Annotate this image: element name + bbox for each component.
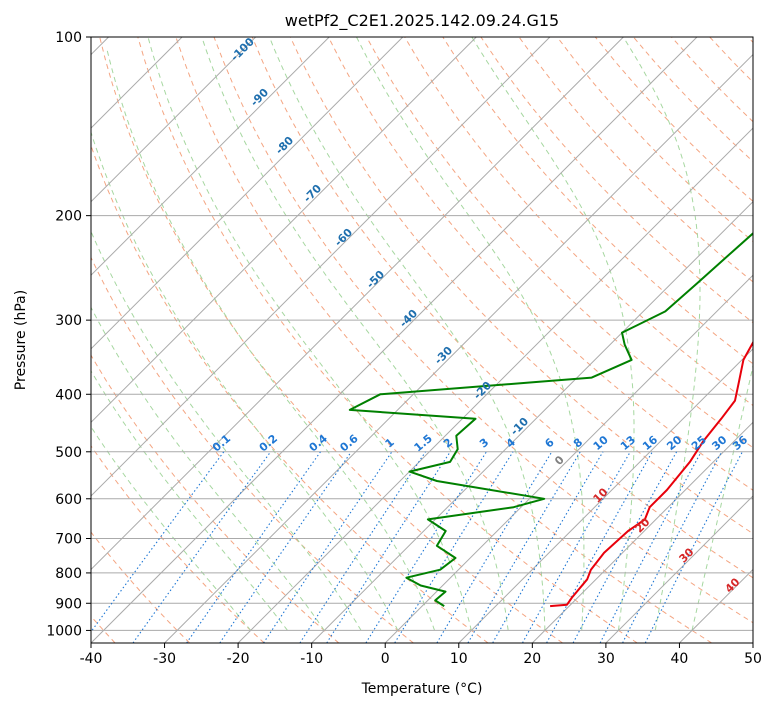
mixing-ratio-line (219, 451, 352, 643)
y-axis-title: Pressure (hPa) (13, 290, 29, 390)
isotherm (91, 37, 698, 643)
moist-adiabat (91, 306, 325, 631)
isotherm (164, 53, 753, 643)
moist-adiabat (622, 37, 701, 631)
isotherm (458, 348, 753, 643)
isotherm (384, 274, 753, 643)
moist-adiabat (471, 37, 635, 631)
dry-adiabat (91, 531, 190, 643)
x-tick-label: 40 (670, 651, 688, 667)
y-tick-label: 500 (55, 445, 82, 461)
y-tick-label: 300 (55, 313, 82, 329)
x-tick-label: -10 (300, 651, 323, 667)
moist-adiabat (106, 49, 436, 631)
mixing-ratio-line (572, 451, 678, 643)
x-tick-label: 30 (597, 651, 615, 667)
x-tick-label: -20 (227, 651, 250, 667)
moist-adiabat (91, 370, 288, 631)
dry-adiabat (91, 444, 265, 643)
x-tick-label: 0 (381, 651, 390, 667)
mixing-ratio-line (599, 451, 702, 643)
mixing-ratio-line (522, 451, 631, 643)
isotherm (91, 37, 551, 497)
x-tick-label: -40 (80, 651, 103, 667)
temperature-line (550, 340, 753, 608)
dry-adiabat (99, 37, 563, 643)
moist-adiabat (268, 37, 546, 631)
y-tick-label: 800 (55, 566, 82, 582)
background-lines (91, 37, 753, 643)
mixing-ratio-line (365, 451, 487, 643)
isotherm (91, 37, 330, 276)
isotherm (91, 37, 404, 350)
y-tick-label: 100 (55, 30, 82, 46)
isotherm (605, 495, 753, 643)
y-tick-label: 900 (55, 596, 82, 612)
isotherm (91, 37, 257, 203)
plot-frame (90, 36, 754, 644)
dry-adiabat (213, 37, 753, 624)
mixing-ratio-line (132, 451, 272, 643)
moist-adiabat (201, 37, 509, 631)
mixing-ratio-line (326, 451, 451, 643)
dry-adiabat (327, 37, 753, 491)
y-tick-label: 200 (55, 209, 82, 225)
isotherm (91, 37, 477, 424)
dry-adiabat (91, 354, 340, 643)
moist-adiabat (356, 37, 585, 631)
mixing-ratio-line (91, 451, 225, 633)
x-axis-title: Temperature (°C) (361, 681, 483, 697)
dewpoint-line (348, 232, 753, 607)
y-tick-label: 1000 (46, 623, 82, 639)
y-tick-label: 600 (55, 492, 82, 508)
moist-adiabat (91, 230, 362, 631)
mixing-ratio-line (186, 451, 321, 643)
y-axis-ticks: 100 200 300 400 500 600 700 800 900 1000 (46, 30, 91, 639)
moist-adiabat (91, 425, 252, 631)
x-tick-label: 50 (744, 651, 762, 667)
moist-adiabat (91, 130, 399, 631)
dry-adiabat (251, 37, 753, 579)
x-tick-label: -30 (153, 651, 176, 667)
x-tick-label: 10 (450, 651, 468, 667)
y-tick-label: 700 (55, 532, 82, 548)
isotherm (91, 37, 624, 571)
profile-series (348, 232, 753, 608)
x-tick-label: 20 (523, 651, 541, 667)
dry-adiabat (442, 37, 753, 365)
isotherm (531, 421, 753, 643)
mixing-ratio-line (546, 451, 653, 643)
y-tick-label: 400 (55, 387, 82, 403)
mixing-ratio-line (263, 451, 393, 643)
isotherm (237, 127, 753, 643)
dry-adiabat (91, 144, 489, 643)
x-axis-ticks: -40 -30 -20 -10 0 10 20 30 40 50 (80, 643, 762, 667)
dry-adiabat (137, 37, 638, 643)
chart-title: wetPf2_C2E1.2025.142.09.24.G15 (285, 11, 559, 31)
isotherm (311, 200, 753, 643)
mixing-ratio-line (299, 451, 426, 643)
dry-adiabat (404, 37, 753, 407)
